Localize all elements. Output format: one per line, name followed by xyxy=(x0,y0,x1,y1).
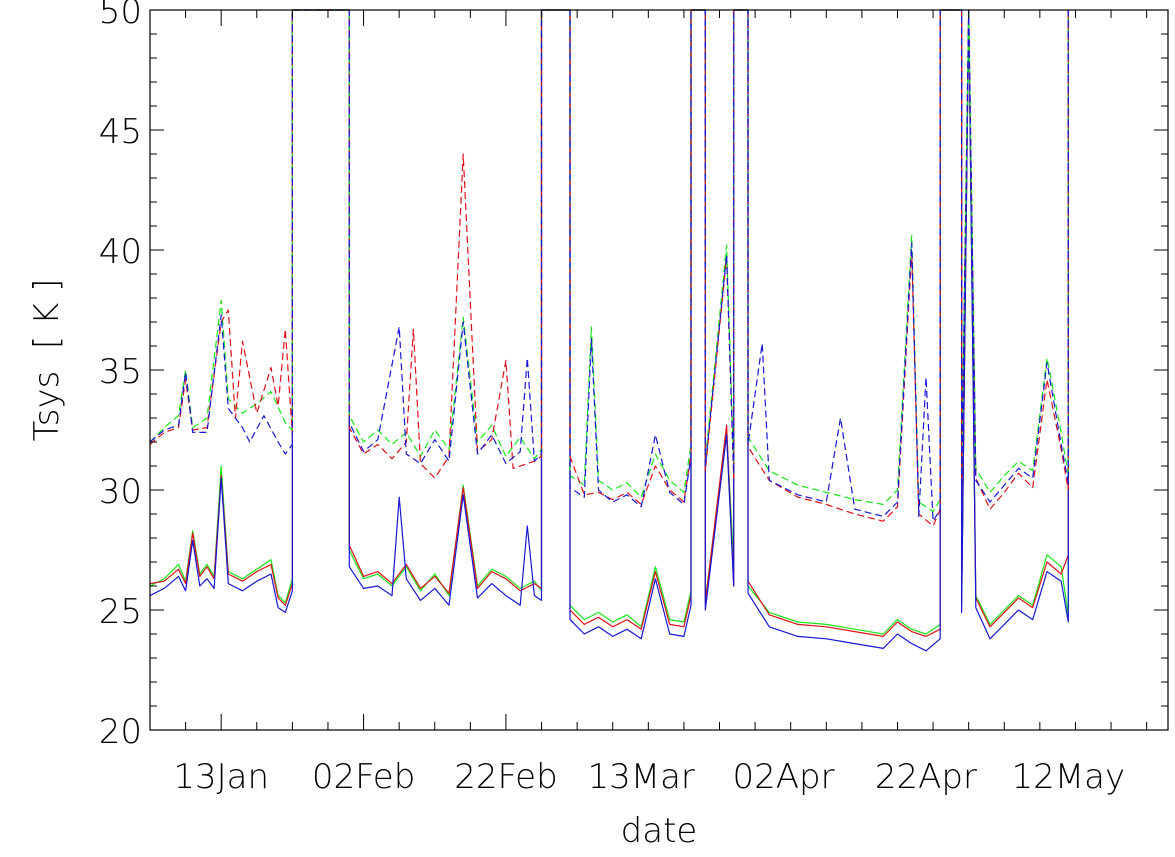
x-tick-label: 12May xyxy=(1012,757,1126,797)
series-line-green-dashed xyxy=(150,9,1069,513)
y-tick-label: 35 xyxy=(99,352,142,392)
y-axis-title: Tsys [ K ] xyxy=(27,279,67,442)
x-tick-label: 22Apr xyxy=(875,757,977,797)
series-line-blue-solid xyxy=(150,9,1069,652)
series-line-blue-dashed xyxy=(150,9,1069,522)
series-layer xyxy=(150,9,1069,652)
x-tick-label: 22Feb xyxy=(454,757,557,797)
y-tick-label: 20 xyxy=(99,712,142,752)
x-tick-label: 02Feb xyxy=(312,757,415,797)
x-tick-label: 02Apr xyxy=(733,757,835,797)
y-tick-label: 30 xyxy=(99,472,142,512)
x-tick-label: 13Mar xyxy=(587,757,694,797)
y-tick-label: 25 xyxy=(99,592,142,632)
series-line-red-solid xyxy=(150,9,1069,637)
series-line-red-dashed xyxy=(150,9,1069,527)
plot-frame xyxy=(149,9,1169,731)
y-tick-label: 45 xyxy=(99,112,142,152)
y-tick-label: 40 xyxy=(99,232,142,272)
x-tick-label: 13Jan xyxy=(173,757,269,797)
axes-layer: 20 25 30 35 40 45 50 13Jan 02Feb 22Feb 13Mar 02Apr 2… xyxy=(99,0,1169,797)
y-tick-label: 50 xyxy=(99,0,142,32)
series-line-green-solid xyxy=(150,9,1069,635)
x-axis-title: date xyxy=(621,811,698,851)
